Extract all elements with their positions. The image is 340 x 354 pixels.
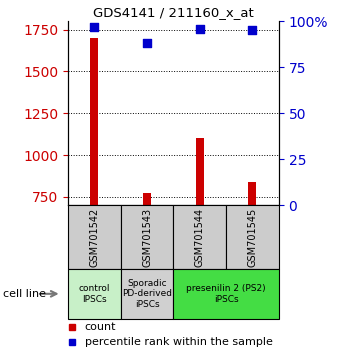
Bar (196, 138, 204, 322)
Text: control
IPSCs: control IPSCs (79, 284, 110, 303)
Bar (173, 269, 279, 319)
Point (144, 40, 150, 46)
Bar (121, 205, 173, 269)
Text: presenilin 2 (PS2)
iPSCs: presenilin 2 (PS2) iPSCs (186, 284, 266, 303)
Text: cell line: cell line (3, 289, 46, 299)
Text: GSM701542: GSM701542 (89, 207, 99, 267)
Title: GDS4141 / 211160_x_at: GDS4141 / 211160_x_at (93, 6, 254, 19)
Text: GSM701543: GSM701543 (142, 207, 152, 267)
Text: GSM701545: GSM701545 (248, 207, 257, 267)
Point (91, 24, 97, 30)
Text: Sporadic
PD-derived
iPSCs: Sporadic PD-derived iPSCs (122, 279, 172, 309)
Bar (226, 205, 279, 269)
Bar (173, 205, 226, 269)
Bar (143, 193, 151, 322)
Bar (68, 269, 121, 319)
Bar (249, 182, 256, 322)
Point (197, 26, 203, 32)
Bar (90, 38, 98, 322)
Point (250, 28, 255, 33)
Text: count: count (85, 321, 116, 332)
Text: GSM701544: GSM701544 (195, 207, 205, 267)
Text: percentile rank within the sample: percentile rank within the sample (85, 337, 273, 348)
Bar (68, 205, 121, 269)
Bar (121, 269, 173, 319)
